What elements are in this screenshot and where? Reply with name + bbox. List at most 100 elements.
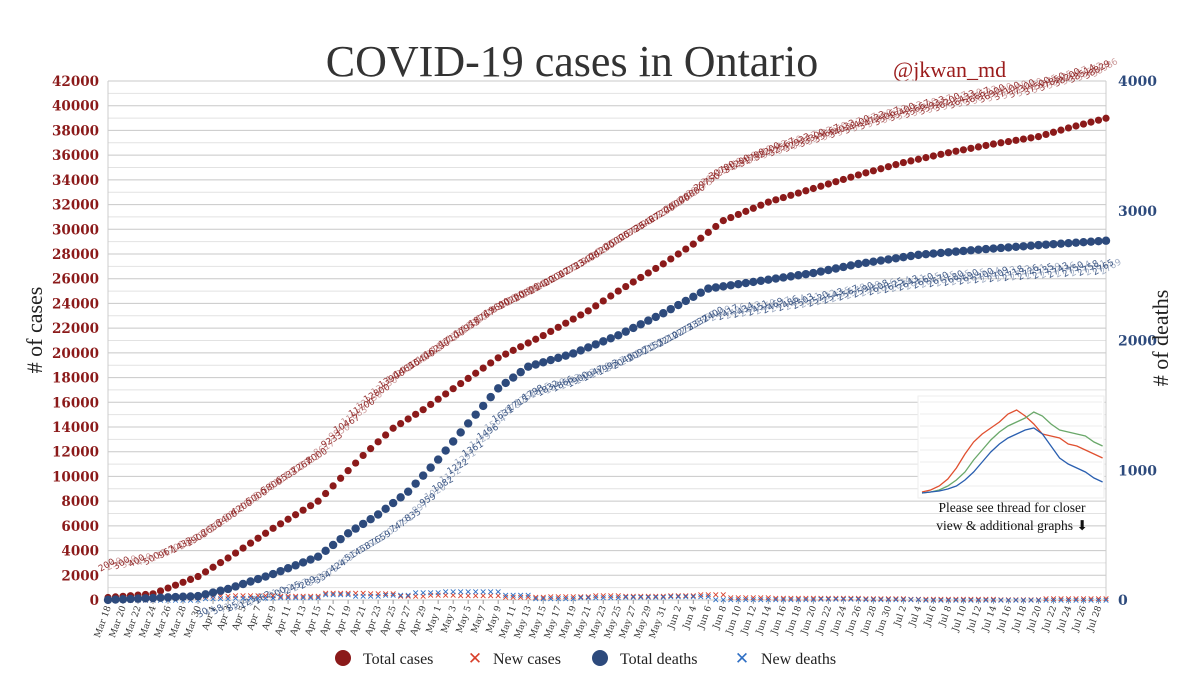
total-deaths-point [486,392,495,402]
total-cases-point [704,228,712,236]
new-cases-marker: ✕ [690,592,698,602]
total-deaths-point [546,355,555,365]
new-deaths-marker: ✕ [1095,597,1103,607]
new-cases-marker: ✕ [675,592,683,602]
total-deaths-point [644,316,653,325]
total-cases-point [637,273,645,282]
total-deaths-point [246,577,255,586]
new-cases-marker: ✕ [750,594,758,604]
legend-label-total-deaths: Total deaths [620,651,698,668]
total-deaths-point [689,292,698,302]
new-deaths-marker: ✕ [397,591,405,601]
new-deaths-marker: ✕ [607,594,615,604]
new-deaths-marker: ✕ [442,588,450,598]
new-deaths-marker: ✕ [690,593,698,603]
new-deaths-marker: ✕ [629,593,637,603]
total-cases-point [869,167,877,175]
new-cases-marker: ✕ [374,590,382,600]
total-cases-point [291,511,300,519]
new-deaths-marker: ✕ [419,589,427,599]
total-deaths-point [561,351,570,360]
new-cases-marker: ✕ [382,590,390,600]
new-cases-marker: ✕ [1035,596,1043,606]
new-deaths-marker: ✕ [554,595,562,605]
new-cases-marker: ✕ [487,592,495,602]
new-cases-marker: ✕ [1050,595,1058,605]
new-cases-marker: ✕ [479,592,487,602]
new-cases-marker: ✕ [870,595,878,605]
new-cases-marker: ✕ [802,595,810,605]
y-tick-left: 0 [90,593,99,609]
total-deaths-point [126,594,135,604]
y-tick-left: 42000 [52,74,99,90]
total-deaths-point [996,243,1006,253]
new-cases-marker: ✕ [660,592,668,602]
total-deaths-point [554,353,563,363]
total-cases-series [104,114,1110,602]
new-deaths-marker: ✕ [847,595,855,605]
total-deaths-point [951,247,961,256]
total-deaths-point [869,257,878,266]
total-cases-point [659,260,667,268]
new-cases-marker: ✕ [494,592,502,602]
new-cases-marker: ✕ [457,592,465,602]
new-deaths-marker: ✕ [885,596,893,606]
total-deaths-point [1086,237,1096,246]
total-deaths-point [734,279,743,289]
total-cases-point [374,438,382,446]
new-deaths-marker: ✕ [975,596,983,606]
y-tick-left: 38000 [52,123,99,139]
total-cases-point [622,282,630,291]
y-tick-left: 32000 [52,198,99,214]
total-deaths-point [1079,237,1088,247]
total-deaths-point [501,378,510,388]
total-deaths-point [651,312,660,322]
new-deaths-marker: ✕ [427,589,435,599]
total-deaths-point [381,504,390,513]
new-cases-marker: ✕ [262,592,270,602]
total-deaths-point [433,455,443,464]
total-cases-point [479,364,487,372]
total-deaths-point [1011,242,1021,252]
total-cases-point [1079,120,1088,128]
new-deaths-marker: ✕ [1065,597,1073,607]
new-deaths-marker: ✕ [832,595,840,605]
total-deaths-point [599,337,608,346]
total-cases-point [892,161,900,169]
new-deaths-marker: ✕ [599,594,607,604]
total-deaths-point [719,282,728,291]
total-cases-point [742,207,750,215]
new-cases-marker: ✕ [419,592,427,602]
new-cases-marker: ✕ [584,593,592,603]
y-tick-right: 4000 [1118,74,1157,90]
new-deaths-marker: ✕ [487,588,495,598]
total-cases-point [554,323,562,331]
new-deaths-marker: ✕ [720,596,728,606]
new-deaths-marker: ✕ [637,593,645,603]
total-deaths-point [178,592,188,601]
new-cases-marker: ✕ [1027,596,1035,606]
new-deaths-marker: ✕ [322,591,330,601]
new-cases-marker: ✕ [652,592,660,602]
total-cases-point [284,515,292,523]
new-deaths-marker: ✕ [772,596,780,606]
total-cases-point [464,374,472,382]
total-deaths-point [208,588,218,597]
total-cases-point [607,292,615,300]
total-cases-point [1004,137,1013,146]
total-deaths-point [749,277,758,287]
total-deaths-point [171,592,180,602]
new-cases-marker: ✕ [644,592,652,602]
total-deaths-point [591,340,600,349]
total-cases-point [967,144,975,152]
new-cases-marker: ✕ [712,591,720,601]
new-cases-marker: ✕ [209,592,217,602]
total-deaths-point [606,334,615,343]
new-cases-marker: ✕ [997,596,1005,606]
total-cases-point [922,154,930,162]
new-deaths-marker: ✕ [269,595,277,605]
y-axis-right-title: # of deaths [1148,290,1173,387]
total-deaths-point [831,264,841,273]
total-cases-point [359,451,367,460]
total-cases-point [179,578,187,586]
